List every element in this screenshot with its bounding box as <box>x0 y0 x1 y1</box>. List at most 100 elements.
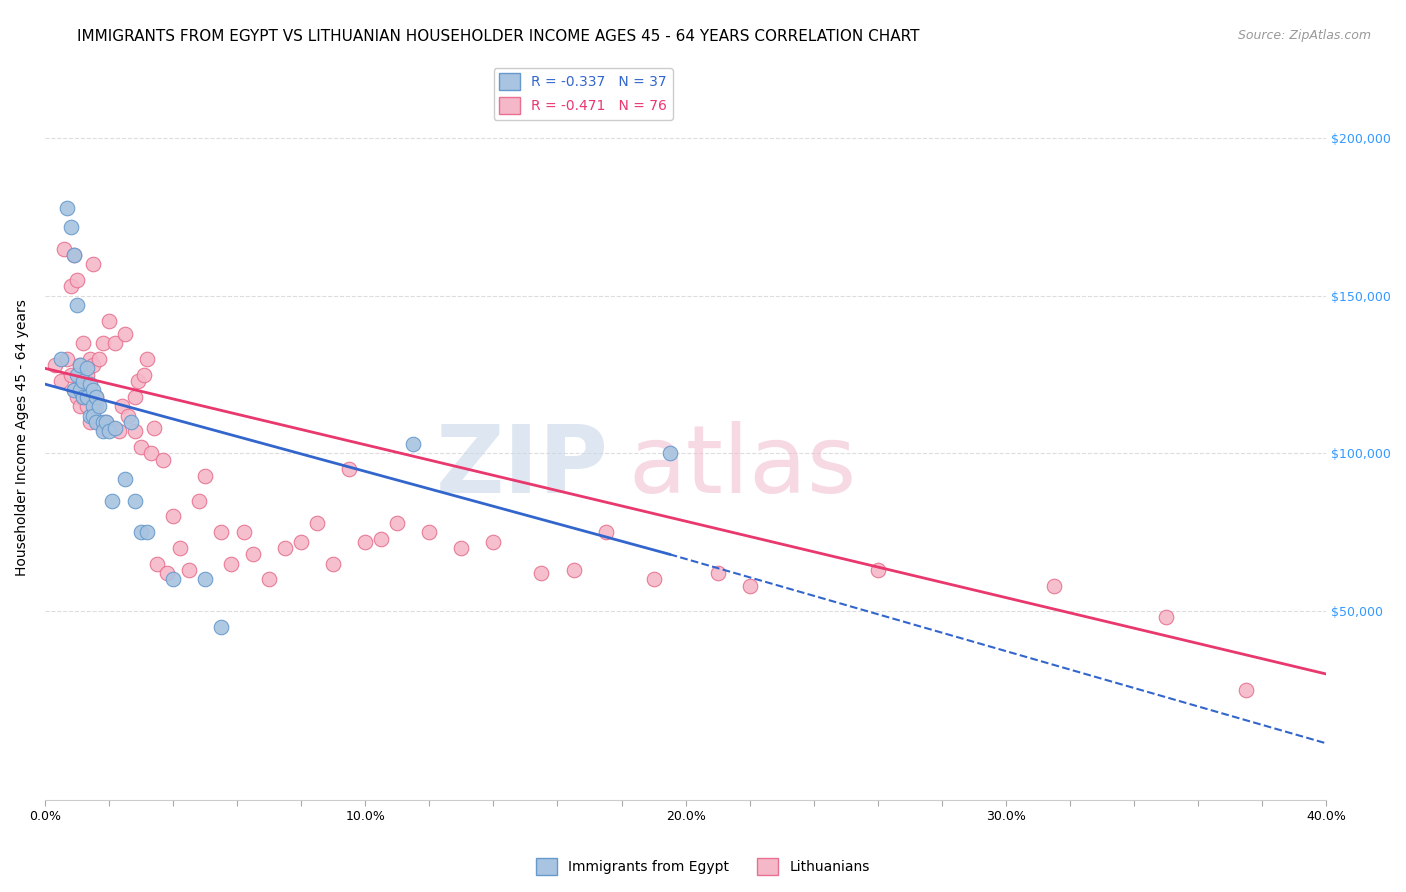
Legend: R = -0.337   N = 37, R = -0.471   N = 76: R = -0.337 N = 37, R = -0.471 N = 76 <box>494 68 672 120</box>
Point <box>114 326 136 341</box>
Point <box>290 534 312 549</box>
Point <box>136 525 159 540</box>
Point <box>156 566 179 581</box>
Point <box>44 358 66 372</box>
Point <box>76 361 98 376</box>
Point <box>643 573 665 587</box>
Point <box>107 425 129 439</box>
Point <box>146 557 169 571</box>
Point <box>53 242 76 256</box>
Text: Source: ZipAtlas.com: Source: ZipAtlas.com <box>1237 29 1371 42</box>
Point <box>49 351 72 366</box>
Point <box>232 525 254 540</box>
Point <box>59 219 82 234</box>
Point <box>98 425 121 439</box>
Point <box>94 415 117 429</box>
Point <box>101 493 124 508</box>
Point <box>79 415 101 429</box>
Point <box>82 399 104 413</box>
Point <box>124 390 146 404</box>
Point <box>387 516 409 530</box>
Point <box>91 425 114 439</box>
Point <box>134 368 156 382</box>
Point <box>658 446 681 460</box>
Point <box>56 351 79 366</box>
Point <box>69 358 91 372</box>
Point <box>274 541 297 555</box>
Point <box>101 421 124 435</box>
Point <box>72 374 94 388</box>
Point <box>76 399 98 413</box>
Point <box>82 257 104 271</box>
Point <box>91 336 114 351</box>
Point <box>142 421 165 435</box>
Point <box>219 557 242 571</box>
Point <box>62 248 84 262</box>
Point <box>129 525 152 540</box>
Point <box>84 390 107 404</box>
Point <box>194 468 217 483</box>
Point <box>209 525 232 540</box>
Point <box>482 534 505 549</box>
Point <box>91 421 114 435</box>
Point <box>450 541 472 555</box>
Point <box>111 399 134 413</box>
Point <box>79 409 101 423</box>
Point <box>62 384 84 398</box>
Point <box>82 384 104 398</box>
Point <box>402 437 425 451</box>
Point <box>152 452 174 467</box>
Point <box>56 201 79 215</box>
Point <box>62 248 84 262</box>
Point <box>124 425 146 439</box>
Point <box>69 384 91 398</box>
Point <box>209 620 232 634</box>
Text: ZIP: ZIP <box>436 421 609 513</box>
Point <box>1154 610 1177 624</box>
Point <box>127 374 149 388</box>
Point <box>62 384 84 398</box>
Point <box>1043 579 1066 593</box>
Point <box>706 566 728 581</box>
Point <box>307 516 329 530</box>
Point <box>1234 682 1257 697</box>
Text: atlas: atlas <box>628 421 856 513</box>
Point <box>866 563 889 577</box>
Point <box>66 273 89 287</box>
Point <box>89 351 111 366</box>
Point <box>114 472 136 486</box>
Point <box>49 374 72 388</box>
Point <box>98 314 121 328</box>
Point <box>169 541 191 555</box>
Point <box>179 563 201 577</box>
Point <box>72 390 94 404</box>
Point <box>79 351 101 366</box>
Point <box>322 557 344 571</box>
Point <box>418 525 440 540</box>
Point <box>104 421 127 435</box>
Point <box>738 579 761 593</box>
Point <box>91 415 114 429</box>
Point <box>120 415 142 429</box>
Point <box>337 462 360 476</box>
Point <box>139 446 162 460</box>
Point <box>162 573 184 587</box>
Point <box>354 534 377 549</box>
Point <box>162 509 184 524</box>
Point <box>84 399 107 413</box>
Point <box>79 377 101 392</box>
Point <box>124 493 146 508</box>
Point <box>66 298 89 312</box>
Point <box>94 415 117 429</box>
Point <box>59 368 82 382</box>
Point <box>69 399 91 413</box>
Y-axis label: Householder Income Ages 45 - 64 years: Householder Income Ages 45 - 64 years <box>15 299 30 576</box>
Point <box>562 563 585 577</box>
Point <box>187 493 209 508</box>
Point <box>66 390 89 404</box>
Point <box>72 336 94 351</box>
Point <box>595 525 617 540</box>
Point <box>82 409 104 423</box>
Point <box>69 358 91 372</box>
Point <box>89 415 111 429</box>
